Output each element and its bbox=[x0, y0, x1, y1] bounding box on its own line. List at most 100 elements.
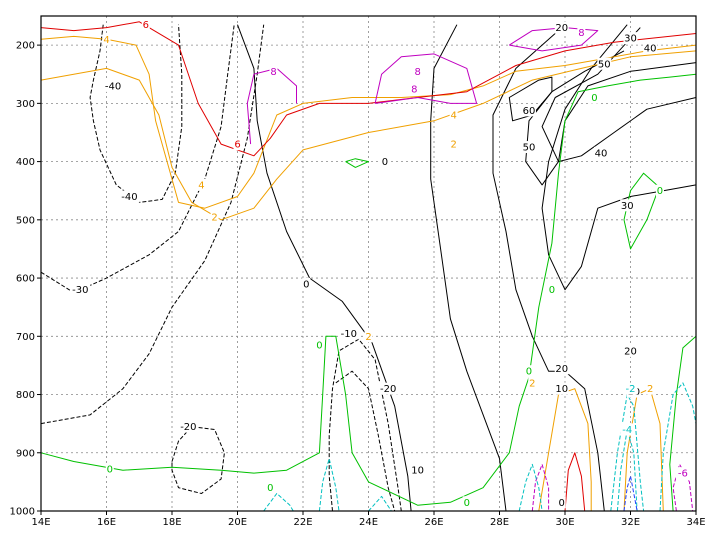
contour-label-bg bbox=[302, 277, 311, 290]
contour-label-bg bbox=[70, 283, 91, 296]
contour-line-cyan bbox=[616, 429, 638, 512]
contour-label: 0 bbox=[526, 367, 532, 378]
contour-line-black bbox=[89, 24, 183, 203]
contour-label-bg bbox=[449, 109, 458, 121]
contour-label: 50 bbox=[598, 59, 611, 70]
contour-label-bg bbox=[620, 199, 635, 212]
y-axis-ticks: 200 300 400 500 600 700 800 900 1000 bbox=[10, 41, 41, 518]
x-tick-label: 26E bbox=[424, 517, 443, 528]
contour-label: 0 bbox=[316, 341, 322, 352]
contour-label: -30 bbox=[72, 285, 88, 296]
y-tick-label: 500 bbox=[16, 215, 35, 226]
contour-label-bg bbox=[449, 138, 458, 151]
contour-label: -4 bbox=[622, 425, 632, 436]
contour-line-magenta bbox=[672, 463, 694, 512]
contour-label-bg bbox=[521, 104, 536, 117]
contour-label-bg bbox=[554, 362, 569, 375]
contour-label: 40 bbox=[644, 44, 657, 55]
x-tick-label: 28E bbox=[490, 517, 509, 528]
grid-lines bbox=[41, 16, 696, 511]
contour-label: 0 bbox=[559, 498, 565, 509]
x-tick-label: 30E bbox=[555, 517, 574, 528]
contour-label-bg bbox=[141, 18, 150, 31]
contour-label: 2 bbox=[211, 212, 217, 223]
contour-label: 10 bbox=[411, 466, 424, 477]
contour-label: 2 bbox=[529, 378, 535, 389]
contour-label-bg bbox=[197, 178, 206, 191]
contour-label-bg bbox=[105, 463, 114, 476]
contour-label: 8 bbox=[411, 84, 417, 95]
contour-line-black bbox=[328, 338, 402, 512]
contour-line-cyan bbox=[610, 394, 645, 512]
contour-label: 60 bbox=[523, 106, 536, 117]
contour-label-bg bbox=[623, 344, 638, 357]
contour-label: 0 bbox=[303, 279, 309, 290]
contour-label-bg bbox=[590, 91, 599, 104]
contour-line-red bbox=[40, 21, 697, 157]
contour-label-bg bbox=[594, 146, 609, 159]
contour-label-bg bbox=[364, 330, 373, 343]
contour-label: 0 bbox=[382, 157, 388, 168]
contour-line-magenta bbox=[531, 463, 550, 512]
contour-label: 30 bbox=[621, 201, 634, 212]
x-axis-ticks: 14E 16E 18E 20E 22E 24E 26E 28E 30E 32E 34E bbox=[31, 511, 706, 528]
contour-label-bg bbox=[178, 420, 199, 433]
contour-label: 0 bbox=[464, 498, 470, 509]
x-tick-label: 20E bbox=[228, 517, 247, 528]
contour-label: -40 bbox=[105, 81, 121, 92]
y-tick-label: 400 bbox=[16, 157, 35, 168]
contour-label: 20 bbox=[555, 23, 568, 34]
contour-label-bg bbox=[524, 365, 533, 378]
contour-label-bg bbox=[103, 79, 124, 92]
contour-label-bg bbox=[577, 26, 586, 39]
contour-label: 50 bbox=[523, 143, 536, 154]
contour-label: 4 bbox=[450, 111, 456, 122]
y-tick-label: 600 bbox=[16, 274, 35, 285]
contour-label: 8 bbox=[414, 67, 420, 78]
contour-label-bg bbox=[410, 82, 419, 95]
contour-label-bg bbox=[119, 190, 140, 203]
contour-label-bg bbox=[557, 496, 566, 509]
contour-label: 0 bbox=[267, 483, 273, 494]
contour-label: -20 bbox=[180, 422, 196, 433]
contour-label: -20 bbox=[380, 384, 396, 395]
contour-label: 2 bbox=[647, 384, 653, 395]
contour-line-orange bbox=[538, 388, 592, 512]
contour-label-bg bbox=[655, 184, 664, 197]
contour-line-magenta bbox=[374, 53, 478, 104]
contour-line-blue bbox=[623, 475, 638, 512]
contour-label: -10 bbox=[341, 329, 357, 340]
contour-label-bg bbox=[266, 481, 275, 494]
contour-label-bg bbox=[646, 382, 655, 395]
contour-line-green bbox=[345, 158, 369, 168]
contour-label: -40 bbox=[121, 192, 137, 203]
contour-label: 8 bbox=[270, 67, 276, 78]
y-tick-label: 800 bbox=[16, 390, 35, 401]
contour-label-bg bbox=[554, 21, 569, 34]
contour-label: 6 bbox=[143, 20, 149, 31]
contour-line-black bbox=[171, 426, 225, 494]
contour-line-cyan bbox=[318, 458, 340, 512]
contour-label: 6 bbox=[234, 140, 240, 151]
x-tick-label: 34E bbox=[686, 517, 705, 528]
contour-label: 4 bbox=[198, 180, 204, 191]
contour-label-bg bbox=[620, 423, 635, 436]
contour-line-cyan bbox=[368, 495, 392, 512]
contour-line-black bbox=[492, 24, 605, 512]
contour-label-bg bbox=[413, 65, 422, 78]
contour-label: -6 bbox=[678, 469, 688, 480]
contour-label-bg bbox=[623, 382, 638, 395]
contour-label-bg bbox=[102, 33, 111, 46]
x-tick-label: 16E bbox=[97, 517, 116, 528]
contour-label: 0 bbox=[657, 186, 663, 197]
contour-label-bg bbox=[547, 283, 556, 296]
contour-label: -2 bbox=[626, 384, 636, 395]
contour-label-bg bbox=[597, 57, 612, 70]
contour-label: 20 bbox=[555, 364, 568, 375]
contour-label-bg bbox=[210, 210, 219, 223]
contour-line-magenta bbox=[509, 27, 599, 52]
contour-lines bbox=[40, 21, 697, 512]
contour-label-bg bbox=[521, 141, 536, 154]
